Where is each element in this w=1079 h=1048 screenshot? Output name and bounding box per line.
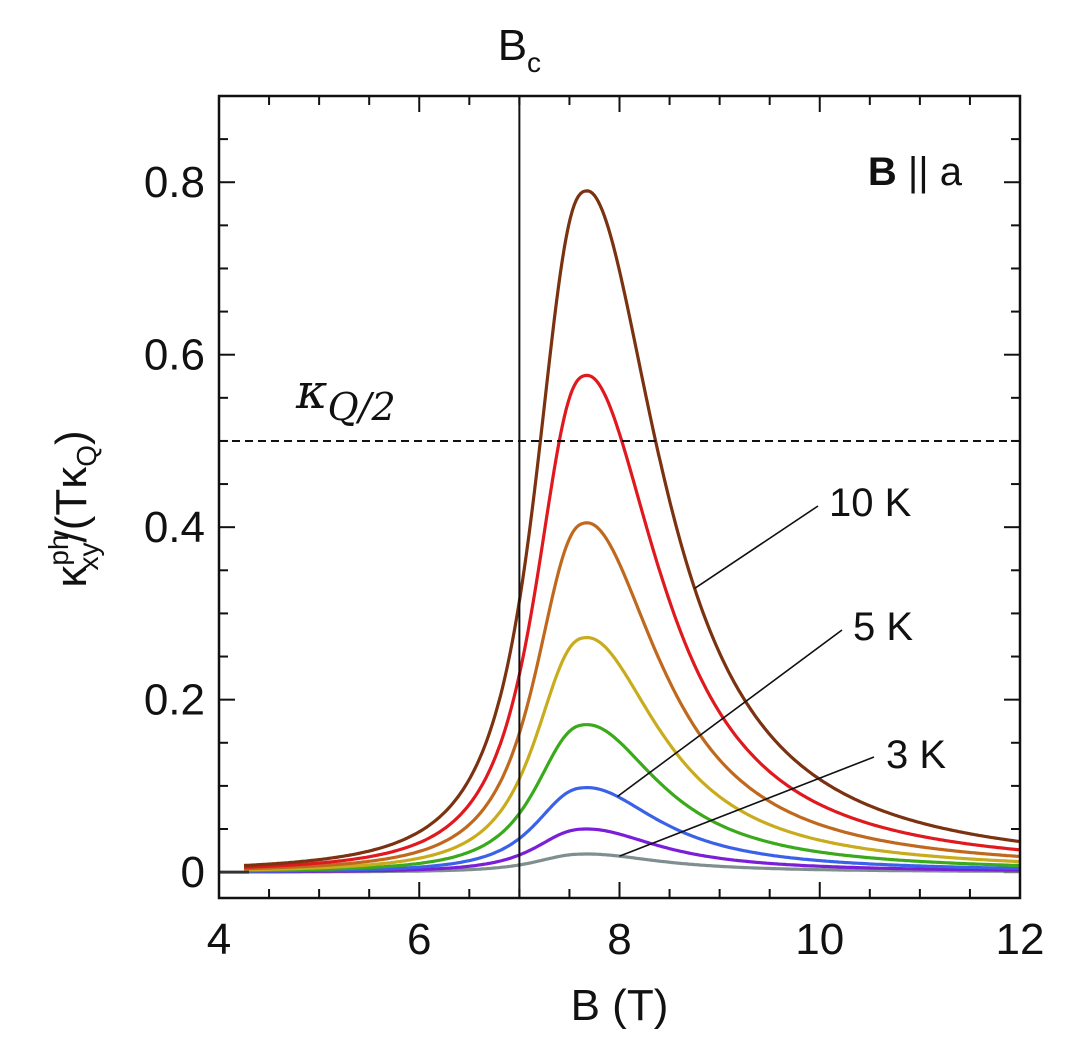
annotation-label: 5 K xyxy=(853,605,913,649)
annotations: 10 K 5 K 3 K xyxy=(617,481,946,857)
annotation-leader xyxy=(694,505,819,590)
series-curves xyxy=(219,189,1020,874)
x-tick-label: 8 xyxy=(607,915,631,964)
y-label-sup: ph xyxy=(43,535,74,566)
y-label-close: ) xyxy=(47,430,96,445)
y-label-sub: xy xyxy=(73,543,104,571)
series-line xyxy=(244,723,1020,873)
y-label-rest: /(Tκ xyxy=(47,466,96,543)
bc-label-main: B xyxy=(498,21,527,70)
series-line xyxy=(244,636,1020,872)
kq-label-sub: Q/2 xyxy=(327,385,395,429)
y-tick-label: 0 xyxy=(181,848,205,897)
field-label-bold: B xyxy=(868,150,897,194)
svg-text:κphxy/(TκQ): κphxy/(TκQ) xyxy=(43,430,104,587)
series-line xyxy=(244,786,1019,873)
x-tick-label: 4 xyxy=(207,915,231,964)
plot-frame xyxy=(217,94,1022,900)
y-label-sub2: Q xyxy=(71,445,102,467)
x-tick-label: 6 xyxy=(407,915,431,964)
x-tick-label: 10 xyxy=(795,915,844,964)
y-tick-label: 0.4 xyxy=(144,503,205,552)
kappa-q-half-label: κQ/2 xyxy=(295,364,396,429)
y-axis-label: κphxy/(TκQ) xyxy=(43,430,104,587)
field-label-rest: || a xyxy=(897,150,963,194)
reference-lines xyxy=(219,96,1020,898)
kq-label-main: κ xyxy=(295,364,327,420)
y-tick-label: 0.2 xyxy=(144,676,205,725)
x-tick-label: 12 xyxy=(996,915,1045,964)
tick-labels: 4 6 8 10 12 0 0.2 0.4 0.6 0.8 xyxy=(144,158,1045,964)
annotation-leader xyxy=(619,756,875,857)
x-axis-label: B (T) xyxy=(571,981,669,1030)
y-label-kappa: κ xyxy=(47,565,96,588)
series-line xyxy=(244,521,1020,871)
bc-label: Bc xyxy=(498,21,541,78)
annotation-label: 10 K xyxy=(829,481,912,525)
field-direction-label: B || a xyxy=(868,150,963,194)
series-line xyxy=(243,189,1020,868)
bc-label-sub: c xyxy=(527,47,541,78)
y-tick-label: 0.6 xyxy=(144,331,205,380)
series-line xyxy=(243,373,1020,869)
annotation-label: 3 K xyxy=(886,733,946,777)
y-tick-label: 0.8 xyxy=(144,158,205,207)
annotation-leader xyxy=(617,629,843,798)
